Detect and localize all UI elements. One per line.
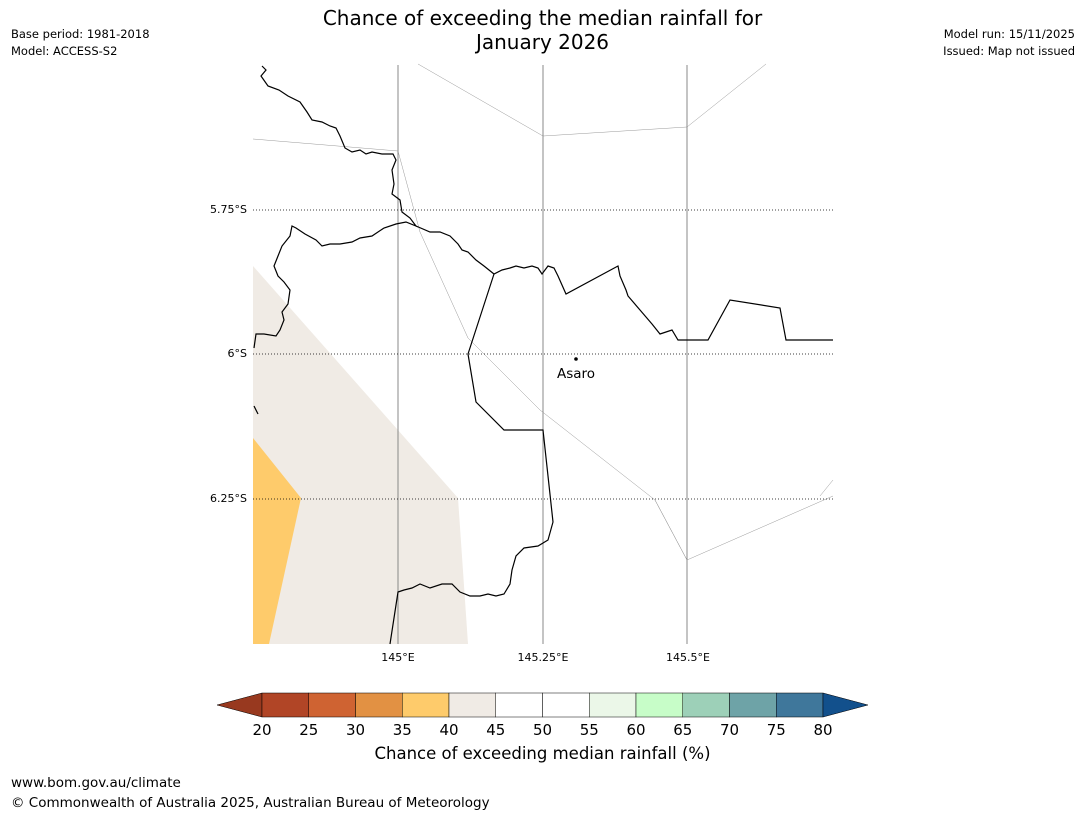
parallel-lines (253, 209, 833, 500)
forecast-band-35-40 (253, 438, 301, 644)
colorbar-tick-40: 40 (439, 721, 458, 739)
colorbar-bin-35-40 (402, 692, 450, 718)
colorbar-over-arrow (822, 692, 869, 718)
colorbar-bin-30-35 (355, 692, 403, 718)
colorbar-bin-60-65 (635, 692, 683, 718)
lon-label-145-25e: 145.25°E (518, 651, 569, 664)
boundary-north (253, 65, 418, 349)
colorbar: 20 25 30 35 40 45 50 55 60 65 70 75 80 (216, 692, 869, 739)
map-title-line1: Chance of exceeding the median rainfall … (322, 6, 763, 30)
colorbar-under-arrow (216, 692, 263, 718)
colorbar-tick-60: 60 (626, 721, 645, 739)
asaro-label: Asaro (557, 366, 595, 382)
colorbar-bins (261, 692, 824, 718)
colorbar-bin-45-50 (495, 692, 543, 718)
issued-text: Issued: Map not issued (943, 44, 1075, 58)
colorbar-tick-55: 55 (580, 721, 599, 739)
boundary-east (415, 225, 833, 341)
boundary-south (389, 273, 554, 645)
footer-url[interactable]: www.bom.gov.au/climate (11, 775, 181, 791)
colorbar-bin-25-30 (308, 692, 356, 718)
colorbar-bin-65-70 (682, 692, 730, 718)
colorbar-tick-20: 20 (252, 721, 271, 739)
colorbar-tick-45: 45 (486, 721, 505, 739)
forecast-band-40-45 (253, 266, 468, 644)
colorbar-tick-70: 70 (720, 721, 739, 739)
colorbar-bin-50-55 (542, 692, 590, 718)
colorbar-bin-70-75 (729, 692, 777, 718)
meta-left: Base period: 1981-2018 Model: ACCESS-S2 (11, 26, 150, 60)
asaro-marker (574, 357, 578, 361)
province-boundaries (253, 65, 833, 645)
colorbar-tick-75: 75 (767, 721, 786, 739)
district-boundaries (252, 63, 834, 561)
colorbar-bin-40-45 (448, 692, 496, 718)
base-period-text: Base period: 1981-2018 (11, 27, 150, 41)
colorbar-ticks: 20 25 30 35 40 45 50 55 60 65 70 75 80 (252, 721, 832, 739)
map-title: Chance of exceeding the median rainfall … (0, 6, 1085, 54)
map-panel: Asaro 5.75°S 6°S 6.25°S 145°E 145.25°E 1… (210, 63, 834, 664)
colorbar-tick-30: 30 (346, 721, 365, 739)
lat-label-5-75s: 5.75°S (210, 203, 247, 216)
footer-copyright: © Commonwealth of Australia 2025, Austra… (11, 795, 490, 811)
colorbar-tick-35: 35 (393, 721, 412, 739)
colorbar-bin-55-60 (589, 692, 637, 718)
colorbar-tick-50: 50 (533, 721, 552, 739)
colorbar-tick-65: 65 (673, 721, 692, 739)
model-text: Model: ACCESS-S2 (11, 44, 118, 58)
lat-label-6s: 6°S (228, 347, 247, 360)
meta-right: Model run: 15/11/2025 Issued: Map not is… (943, 26, 1075, 60)
lat-label-6-25s: 6.25°S (210, 492, 247, 505)
map-title-line2: January 2026 (475, 30, 610, 54)
lon-label-145-5e: 145.5°E (666, 651, 710, 664)
model-run-text: Model run: 15/11/2025 (943, 27, 1075, 41)
colorbar-label: Chance of exceeding median rainfall (%) (374, 744, 711, 763)
meridian-lines (397, 65, 688, 644)
colorbar-bin-20-25 (261, 692, 309, 718)
lon-label-145e: 145°E (381, 651, 414, 664)
colorbar-tick-80: 80 (813, 721, 832, 739)
boundary-west-fragment (253, 405, 259, 415)
colorbar-bin-75-80 (776, 692, 824, 718)
colorbar-tick-25: 25 (299, 721, 318, 739)
